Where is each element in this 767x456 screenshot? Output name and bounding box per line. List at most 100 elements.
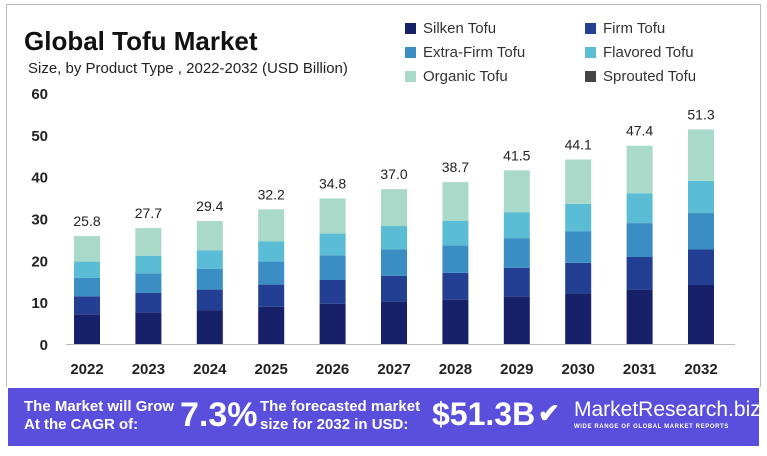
legend-item: Firm Tofu — [585, 20, 745, 37]
total-label: 51.3 — [687, 106, 714, 122]
bar-segment — [503, 170, 530, 213]
bar-segment — [135, 292, 162, 313]
bar-segment — [74, 296, 100, 315]
bar-segment — [381, 226, 407, 250]
bar-segment — [503, 267, 530, 297]
legend-label: Silken Tofu — [423, 20, 497, 37]
x-tick-label: 2025 — [255, 361, 288, 378]
bar-segment — [319, 198, 346, 234]
bar-segment — [258, 209, 285, 242]
x-tick-label: 2030 — [562, 361, 595, 378]
y-tick-label: 30 — [31, 212, 48, 229]
bar-segment — [626, 193, 653, 224]
bar-segment — [503, 212, 530, 239]
legend-item: Silken Tofu — [405, 20, 585, 37]
bar-segment — [258, 241, 285, 262]
x-tick-label: 2029 — [500, 361, 533, 378]
bar-segment — [442, 272, 469, 300]
bar-segment — [688, 213, 714, 250]
y-tick-label: 10 — [31, 295, 48, 312]
legend-label: Organic Tofu — [423, 68, 508, 85]
legend-label: Flavored Tofu — [603, 44, 694, 61]
total-label: 38.7 — [442, 159, 469, 175]
y-tick-label: 0 — [40, 337, 48, 354]
legend-label: Extra-Firm Tofu — [423, 44, 526, 61]
bar-segment — [135, 273, 162, 293]
total-label: 44.1 — [565, 137, 592, 153]
cagr-label: The Market will Grow At the CAGR of: — [24, 398, 175, 433]
legend: Silken Tofu Firm Tofu Extra-Firm Tofu Flavo… — [405, 20, 745, 85]
forecast-label: The forecasted market size for 2032 in US… — [260, 398, 421, 433]
chart-card — [6, 4, 761, 387]
x-tick-label: 2026 — [316, 361, 349, 378]
bar-segment — [503, 296, 530, 344]
legend-item: Extra-Firm Tofu — [405, 44, 585, 61]
bar-segment — [688, 249, 714, 286]
x-tick-label: 2027 — [377, 361, 410, 378]
bar-segment — [196, 268, 223, 290]
bar-segment — [258, 306, 285, 344]
bar-segment — [503, 238, 530, 268]
total-label: 37.0 — [380, 166, 407, 182]
bar-segment — [74, 261, 100, 278]
bar-segment — [626, 289, 653, 344]
bar-segment — [196, 221, 223, 251]
bar-segment — [381, 301, 407, 344]
bar-segment — [74, 314, 100, 344]
bar-segment — [381, 249, 407, 276]
y-tick-label: 20 — [31, 253, 48, 270]
chart-subtitle: Size, by Product Type , 2022-2032 (USD B… — [28, 60, 348, 77]
x-tick-label: 2031 — [623, 361, 656, 378]
total-label: 29.4 — [196, 198, 223, 214]
bar-segment — [135, 255, 162, 274]
bar-segment — [319, 233, 346, 256]
legend-swatch — [405, 23, 416, 34]
total-label: 27.7 — [135, 205, 162, 221]
bar-segment — [565, 262, 592, 294]
x-tick-label: 2032 — [684, 361, 717, 378]
bar-segment — [442, 182, 469, 222]
legend-swatch — [585, 71, 596, 82]
x-tick-label: 2024 — [193, 361, 227, 378]
total-label: 32.2 — [258, 186, 285, 202]
bar-segment — [442, 245, 469, 273]
summary-banner: The Market will Grow At the CAGR of: 7.3%… — [8, 388, 761, 446]
bar-segment — [196, 250, 223, 269]
bar-segment — [381, 275, 407, 302]
bar-segment — [135, 228, 162, 256]
total-label: 34.8 — [319, 175, 346, 191]
y-tick-label: 50 — [31, 128, 48, 145]
legend-item: Flavored Tofu — [585, 44, 745, 61]
x-tick-label: 2023 — [132, 361, 165, 378]
bar-segment — [258, 261, 285, 285]
total-label: 47.4 — [626, 123, 653, 139]
bar-segment — [319, 279, 346, 304]
y-tick-label: 40 — [31, 170, 48, 187]
total-label: 41.5 — [503, 147, 530, 163]
bar-segment — [319, 255, 346, 280]
legend-item: Organic Tofu — [405, 68, 585, 85]
bar-segment — [688, 129, 714, 181]
brand-logo: MarketResearch.biz — [574, 398, 761, 421]
bar-segment — [565, 231, 592, 263]
bar-segment — [442, 221, 469, 246]
legend-swatch — [585, 23, 596, 34]
y-tick-label: 60 — [31, 86, 48, 103]
bar-segment — [442, 299, 469, 344]
bar-segment — [565, 159, 592, 204]
bar-segment — [381, 189, 407, 227]
bar-segment — [565, 293, 592, 344]
legend-swatch — [405, 71, 416, 82]
legend-label: Sprouted Tofu — [603, 68, 697, 85]
x-tick-label: 2028 — [439, 361, 472, 378]
chart-title: Global Tofu Market — [24, 26, 258, 56]
x-tick-label: 2022 — [70, 361, 103, 378]
bar-segment — [196, 289, 223, 311]
bar-segment — [688, 285, 714, 344]
legend-swatch — [585, 47, 596, 58]
bar-segment — [135, 312, 162, 344]
legend-label: Firm Tofu — [603, 20, 666, 37]
legend-swatch — [405, 47, 416, 58]
bar-segment — [626, 145, 653, 194]
brand-tagline: WIDE RANGE OF GLOBAL MARKET REPORTS — [574, 424, 729, 430]
